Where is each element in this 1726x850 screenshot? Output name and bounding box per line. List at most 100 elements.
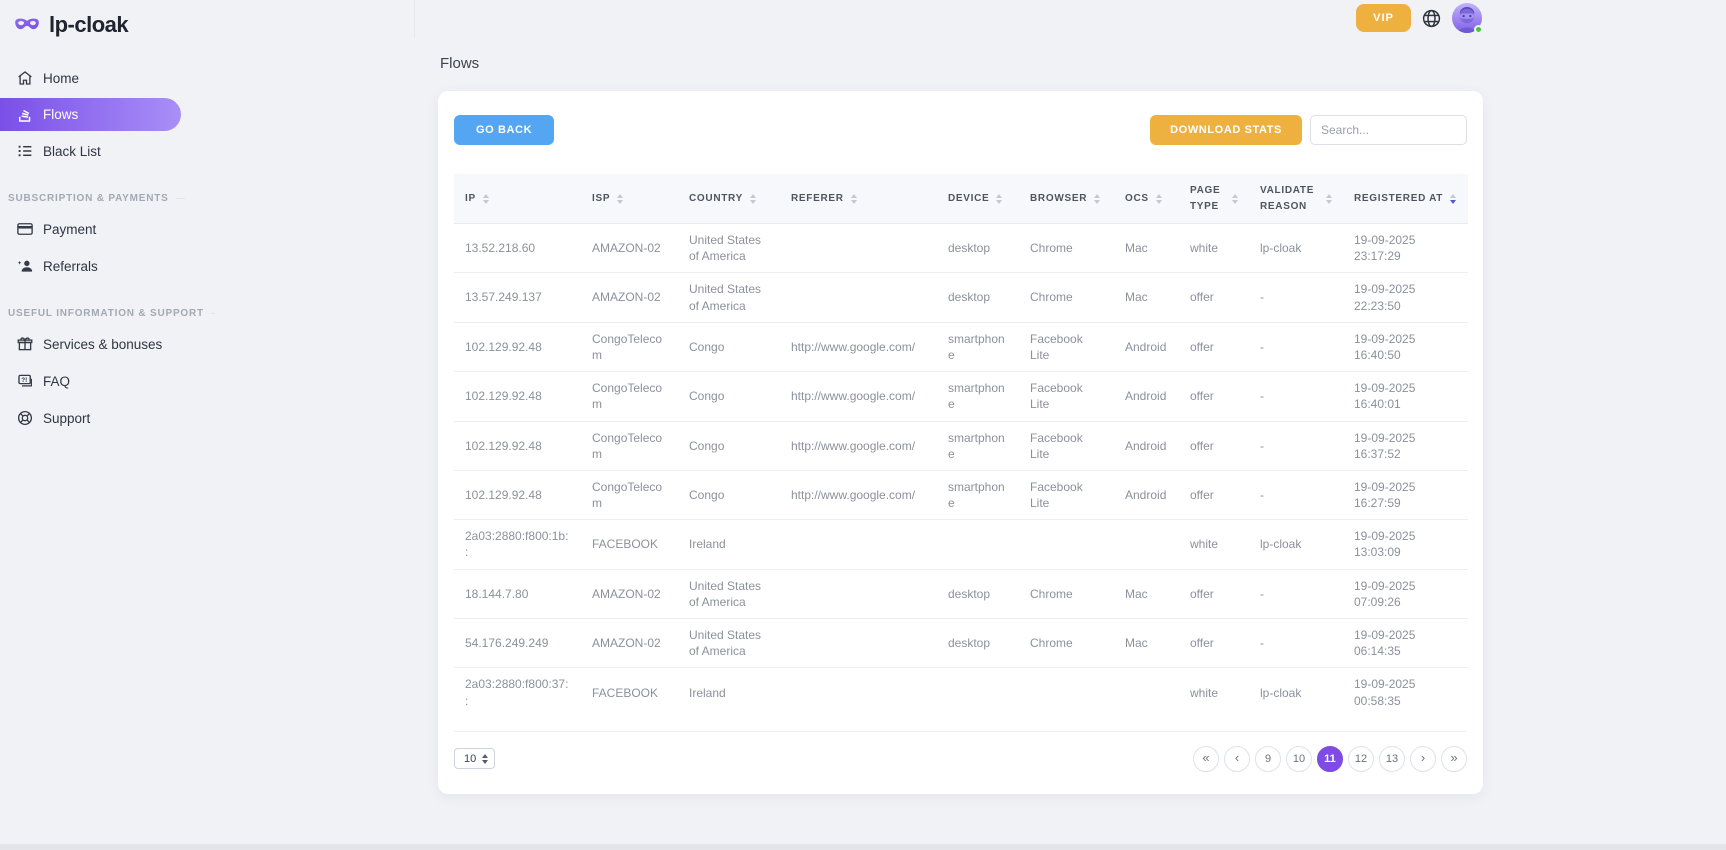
pagination-first[interactable]: « <box>1193 745 1219 772</box>
cell-referer <box>780 519 937 570</box>
search-input[interactable] <box>1310 115 1467 145</box>
cell-ip: 18.144.7.80 <box>454 568 581 619</box>
cell-ocs <box>1114 667 1179 717</box>
cell-ocs: Mac <box>1114 222 1179 273</box>
cell-registered-at: 19-09-2025 22:23:50 <box>1343 272 1468 323</box>
column-header-ip[interactable]: IP <box>454 174 581 224</box>
column-header-referer[interactable]: REFERER <box>780 174 937 224</box>
pagination-next[interactable]: › <box>1410 745 1436 772</box>
cell-device: smartphone <box>937 371 1019 421</box>
stepper-icon <box>482 753 489 764</box>
page-size-select[interactable]: 10 <box>454 748 496 770</box>
column-header-isp[interactable]: ISP <box>581 174 678 224</box>
pagination-page-11[interactable]: 11 <box>1317 745 1343 772</box>
cell-validate-reason: - <box>1249 420 1343 471</box>
sidebar-item-label: Support <box>43 410 91 426</box>
svg-text:?!: ?! <box>21 377 27 384</box>
cell-device: desktop <box>937 222 1019 273</box>
pagination-page-9[interactable]: 9 <box>1255 745 1281 772</box>
globe-icon[interactable] <box>1421 8 1442 29</box>
cell-country: Congo <box>678 371 780 421</box>
cell-isp: AMAZON-02 <box>581 568 678 619</box>
sidebar-item-flows[interactable]: Flows <box>0 98 181 131</box>
sidebar-item-services-bonuses[interactable]: Services & bonuses <box>0 327 195 361</box>
section-divider <box>175 197 185 199</box>
cell-registered-at: 19-09-2025 13:03:09 <box>1343 519 1468 570</box>
cell-referer: http://www.google.com/ <box>780 371 937 421</box>
cell-ocs: Android <box>1114 321 1179 372</box>
column-header-device[interactable]: DEVICE <box>937 174 1019 224</box>
sidebar-item-black-list[interactable]: Black List <box>0 134 195 168</box>
sort-icon <box>482 193 489 204</box>
column-header-page-type[interactable]: PAGE TYPE <box>1179 174 1249 224</box>
cell-page-type: offer <box>1179 568 1249 619</box>
cell-registered-at: 19-09-2025 16:40:50 <box>1343 321 1468 372</box>
user-avatar[interactable] <box>1452 3 1483 34</box>
pagination-page-13[interactable]: 13 <box>1379 745 1405 772</box>
cell-country: Congo <box>678 420 780 471</box>
pagination: «‹ 9 10 11 12 13 ›» <box>1193 745 1467 772</box>
cell-browser: Chrome <box>1019 222 1114 273</box>
cell-referer: http://www.google.com/ <box>780 469 937 520</box>
cell-country: Ireland <box>678 667 780 717</box>
cell-browser: Facebook Lite <box>1019 469 1114 520</box>
column-label: PAGE TYPE <box>1190 185 1221 212</box>
sort-icon <box>1155 193 1162 204</box>
vip-button[interactable]: VIP <box>1356 4 1411 32</box>
topbar-divider <box>414 0 415 38</box>
topbar: VIP <box>1356 3 1483 34</box>
pagination-page-10[interactable]: 10 <box>1286 745 1312 772</box>
download-stats-button[interactable]: DOWNLOAD STATS <box>1150 115 1302 145</box>
pagination-last[interactable]: » <box>1441 745 1467 772</box>
cell-country: Ireland <box>678 519 780 570</box>
cell-ip: 13.57.249.137 <box>454 272 581 323</box>
cell-device: desktop <box>937 272 1019 323</box>
cell-browser: Chrome <box>1019 568 1114 619</box>
referrals-icon <box>16 257 34 275</box>
cell-isp: AMAZON-02 <box>581 617 678 668</box>
table-row: 102.129.92.48 CongoTelecom Congo http://www… <box>454 371 1468 421</box>
sidebar-item-referrals[interactable]: Referrals <box>0 249 195 283</box>
sidebar-nav: Home Flows Black List SUBSCRIPTION & PAYMEN… <box>0 61 215 435</box>
gift-icon <box>16 335 34 353</box>
column-label: REFERER <box>791 192 844 204</box>
column-header-ocs[interactable]: OCS <box>1114 174 1179 224</box>
cell-ip: 102.129.92.48 <box>454 321 581 372</box>
pagination-page-12[interactable]: 12 <box>1348 745 1374 772</box>
cell-ocs: Mac <box>1114 617 1179 668</box>
cell-isp: CongoTelecom <box>581 420 678 471</box>
table-row: 18.144.7.80 AMAZON-02 United States of Ame… <box>454 568 1468 619</box>
sidebar-item-label: Referrals <box>43 258 98 274</box>
go-back-button[interactable]: GO BACK <box>454 115 555 145</box>
sidebar-item-home[interactable]: Home <box>0 61 195 95</box>
cell-country: United States of America <box>678 568 780 619</box>
sidebar-item-payment[interactable]: Payment <box>0 212 195 246</box>
page-size-value: 10 <box>464 752 477 765</box>
sort-icon <box>996 193 1003 204</box>
sidebar-item-label: FAQ <box>43 373 71 389</box>
cell-page-type: white <box>1179 222 1249 273</box>
sort-icon <box>850 193 857 204</box>
brand-logo[interactable]: lp-cloak <box>0 10 195 40</box>
cell-page-type: white <box>1179 667 1249 717</box>
sidebar-section-label: USEFUL INFORMATION & SUPPORT <box>0 299 215 327</box>
sidebar-item-faq[interactable]: ?! FAQ <box>0 364 195 398</box>
cell-browser: Facebook Lite <box>1019 420 1114 471</box>
brand-name: lp-cloak <box>49 12 129 37</box>
sidebar-item-support[interactable]: Support <box>0 401 195 435</box>
sort-icon <box>1450 193 1457 204</box>
cell-device: smartphone <box>937 321 1019 372</box>
column-header-browser[interactable]: BROWSER <box>1019 174 1114 224</box>
pagination-prev[interactable]: ‹ <box>1224 745 1250 772</box>
table-row: 102.129.92.48 CongoTelecom Congo http://www… <box>454 321 1468 372</box>
column-label: DEVICE <box>948 192 990 204</box>
cell-registered-at: 19-09-2025 00:58:35 <box>1343 667 1468 717</box>
column-label: ISP <box>592 192 611 204</box>
column-label: OCS <box>1125 192 1149 204</box>
cell-referer <box>780 617 937 668</box>
column-header-registered-at[interactable]: REGISTERED AT <box>1343 174 1468 224</box>
cell-page-type: offer <box>1179 469 1249 520</box>
column-header-validate-reason[interactable]: VALIDATE REASON <box>1249 174 1343 224</box>
column-header-country[interactable]: COUNTRY <box>678 174 780 224</box>
cell-browser <box>1019 667 1114 717</box>
